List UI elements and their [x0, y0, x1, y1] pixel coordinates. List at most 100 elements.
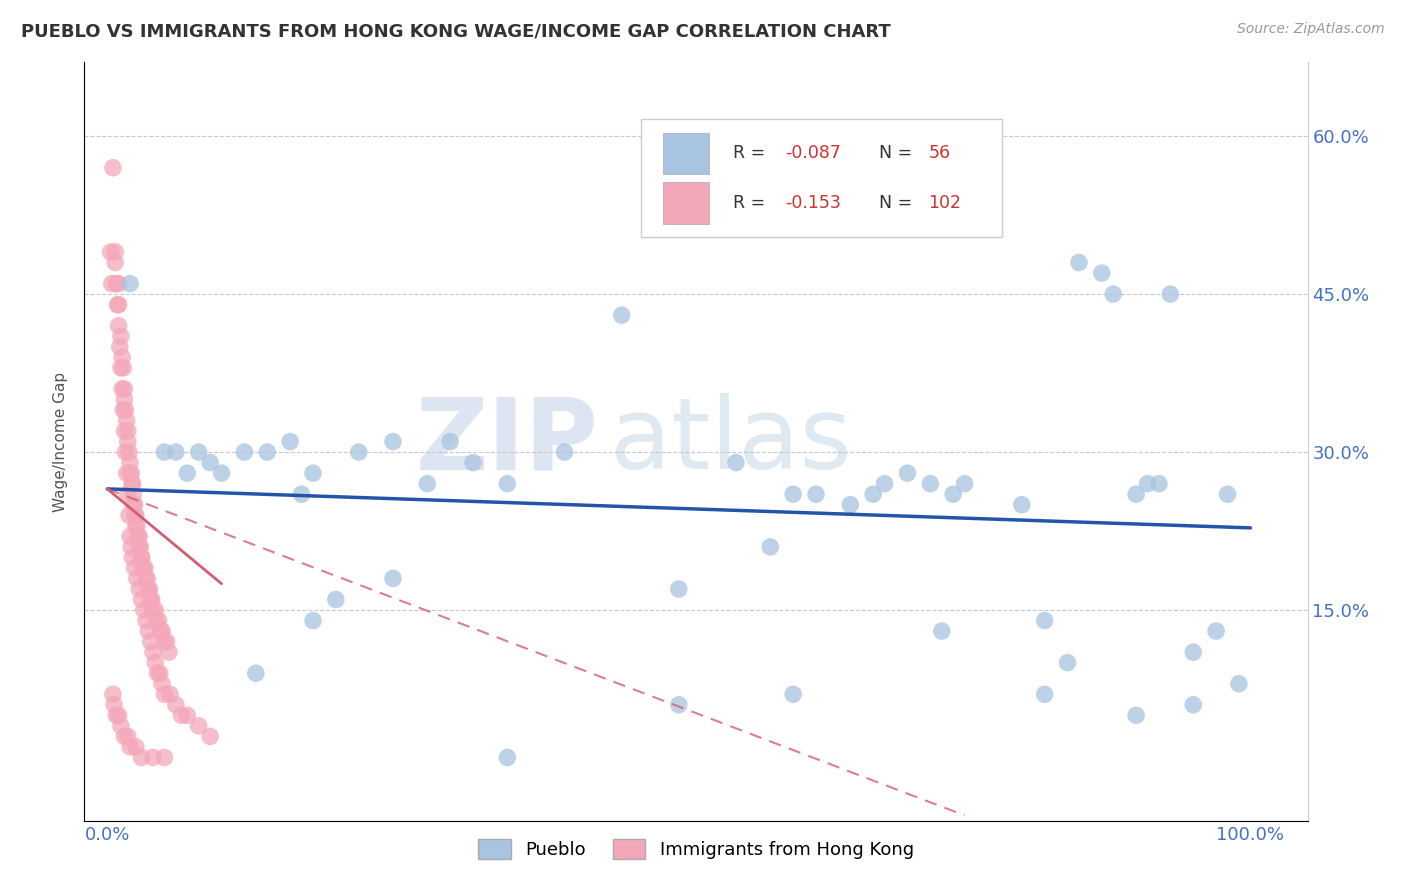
- Point: [256, 445, 278, 459]
- Point: [128, 582, 150, 596]
- Point: [131, 550, 153, 565]
- Point: [110, 719, 132, 733]
- Point: [165, 698, 187, 712]
- Point: [131, 750, 153, 764]
- Point: [138, 582, 160, 596]
- Point: [125, 518, 148, 533]
- FancyBboxPatch shape: [641, 120, 1002, 236]
- Point: [148, 614, 170, 628]
- Point: [127, 529, 149, 543]
- Point: [125, 518, 148, 533]
- Point: [107, 298, 129, 312]
- Point: [136, 571, 159, 585]
- Point: [150, 624, 173, 639]
- Point: [138, 624, 160, 639]
- Point: [134, 561, 156, 575]
- Legend: Pueblo, Immigrants from Hong Kong: Pueblo, Immigrants from Hong Kong: [470, 830, 922, 869]
- Point: [131, 561, 153, 575]
- Point: [1136, 476, 1159, 491]
- Point: [110, 360, 132, 375]
- Point: [153, 687, 176, 701]
- Point: [131, 592, 153, 607]
- Text: 56: 56: [928, 145, 950, 162]
- Point: [112, 360, 135, 375]
- Point: [150, 677, 173, 691]
- Point: [122, 487, 145, 501]
- Point: [114, 445, 136, 459]
- Point: [496, 476, 519, 491]
- Point: [953, 476, 976, 491]
- Point: [416, 476, 439, 491]
- Point: [107, 708, 129, 723]
- Point: [942, 487, 965, 501]
- Point: [862, 487, 884, 501]
- Point: [1159, 287, 1181, 301]
- Point: [142, 603, 165, 617]
- Text: -0.153: -0.153: [786, 194, 841, 211]
- Point: [1056, 656, 1078, 670]
- Point: [325, 592, 347, 607]
- Point: [187, 719, 209, 733]
- Point: [1182, 698, 1205, 712]
- Point: [1033, 687, 1056, 701]
- Point: [496, 750, 519, 764]
- Bar: [664, 182, 710, 224]
- Point: [105, 277, 128, 291]
- Point: [1227, 677, 1250, 691]
- Point: [120, 466, 142, 480]
- Point: [461, 456, 484, 470]
- Point: [118, 445, 141, 459]
- Point: [142, 645, 165, 659]
- Point: [120, 540, 142, 554]
- Point: [198, 456, 221, 470]
- Point: [553, 445, 575, 459]
- Point: [170, 708, 193, 723]
- Point: [124, 561, 146, 575]
- Point: [157, 645, 180, 659]
- Point: [117, 487, 139, 501]
- Point: [101, 277, 124, 291]
- Point: [111, 382, 134, 396]
- Point: [117, 730, 139, 744]
- Point: [759, 540, 782, 554]
- Point: [1067, 255, 1090, 269]
- Point: [1125, 487, 1147, 501]
- Point: [245, 666, 267, 681]
- Point: [198, 730, 221, 744]
- Point: [1182, 645, 1205, 659]
- Text: 102: 102: [928, 194, 962, 211]
- Point: [128, 540, 150, 554]
- Point: [1033, 614, 1056, 628]
- Point: [1125, 708, 1147, 723]
- Point: [302, 614, 325, 628]
- Point: [118, 508, 141, 523]
- Text: PUEBLO VS IMMIGRANTS FROM HONG KONG WAGE/INCOME GAP CORRELATION CHART: PUEBLO VS IMMIGRANTS FROM HONG KONG WAGE…: [21, 22, 891, 40]
- Point: [100, 245, 122, 260]
- Point: [153, 445, 176, 459]
- Point: [135, 571, 157, 585]
- Point: [107, 277, 129, 291]
- Point: [347, 445, 370, 459]
- Point: [105, 708, 128, 723]
- Point: [138, 582, 160, 596]
- Point: [159, 687, 181, 701]
- Point: [1011, 498, 1033, 512]
- Point: [115, 466, 138, 480]
- Bar: [664, 133, 710, 174]
- Point: [125, 739, 148, 754]
- Point: [839, 498, 862, 512]
- Point: [124, 498, 146, 512]
- Point: [668, 582, 690, 596]
- Point: [104, 255, 127, 269]
- Point: [117, 424, 139, 438]
- Point: [176, 466, 198, 480]
- Point: [139, 634, 162, 648]
- Point: [187, 445, 209, 459]
- Point: [125, 571, 148, 585]
- Point: [125, 508, 148, 523]
- Point: [112, 392, 135, 407]
- Point: [302, 466, 325, 480]
- Point: [120, 456, 142, 470]
- Point: [143, 603, 166, 617]
- Point: [896, 466, 918, 480]
